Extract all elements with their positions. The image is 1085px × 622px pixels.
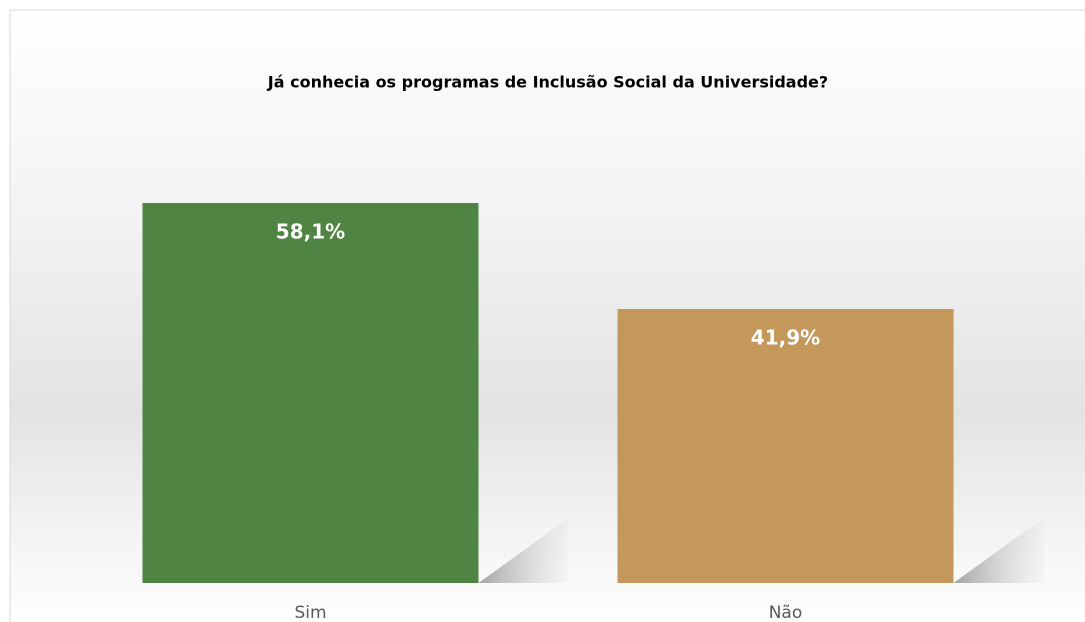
chart-title: Já conhecia os programas de Inclusão Soc… (267, 73, 828, 92)
bar (617, 308, 954, 583)
x-tick-label: Não (769, 603, 803, 622)
data-label: 41,9% (751, 325, 820, 349)
bar (142, 203, 479, 583)
bar-shadow (953, 518, 1044, 583)
bar-shadow (478, 518, 569, 583)
x-tick-label: Sim (294, 603, 326, 622)
data-label: 58,1% (276, 220, 345, 244)
